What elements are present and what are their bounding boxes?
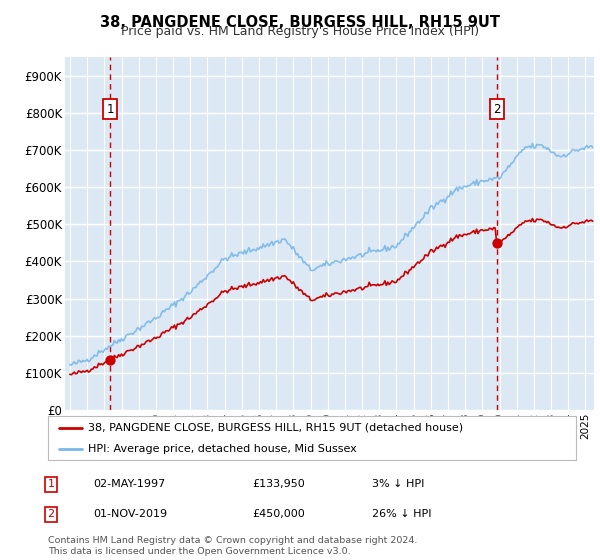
Text: 02-MAY-1997: 02-MAY-1997 (93, 479, 165, 489)
Point (492, 239, 502, 248)
Text: 38, PANGDENE CLOSE, BURGESS HILL, RH15 9UT: 38, PANGDENE CLOSE, BURGESS HILL, RH15 9… (100, 15, 500, 30)
Text: 3% ↓ HPI: 3% ↓ HPI (372, 479, 424, 489)
Text: 26% ↓ HPI: 26% ↓ HPI (372, 509, 431, 519)
Text: Price paid vs. HM Land Registry's House Price Index (HPI): Price paid vs. HM Land Registry's House … (121, 25, 479, 38)
Text: £133,950: £133,950 (252, 479, 305, 489)
Text: HPI: Average price, detached house, Mid Sussex: HPI: Average price, detached house, Mid … (88, 444, 356, 454)
Point (106, 356, 115, 365)
Text: 38, PANGDENE CLOSE, BURGESS HILL, RH15 9UT (detached house): 38, PANGDENE CLOSE, BURGESS HILL, RH15 9… (88, 423, 463, 433)
Text: £450,000: £450,000 (252, 509, 305, 519)
Text: 1: 1 (107, 102, 114, 115)
Text: 01-NOV-2019: 01-NOV-2019 (93, 509, 167, 519)
Text: 1: 1 (47, 479, 55, 489)
Text: 2: 2 (47, 509, 55, 519)
Text: Contains HM Land Registry data © Crown copyright and database right 2024.
This d: Contains HM Land Registry data © Crown c… (48, 536, 418, 556)
Text: 2: 2 (493, 102, 500, 115)
